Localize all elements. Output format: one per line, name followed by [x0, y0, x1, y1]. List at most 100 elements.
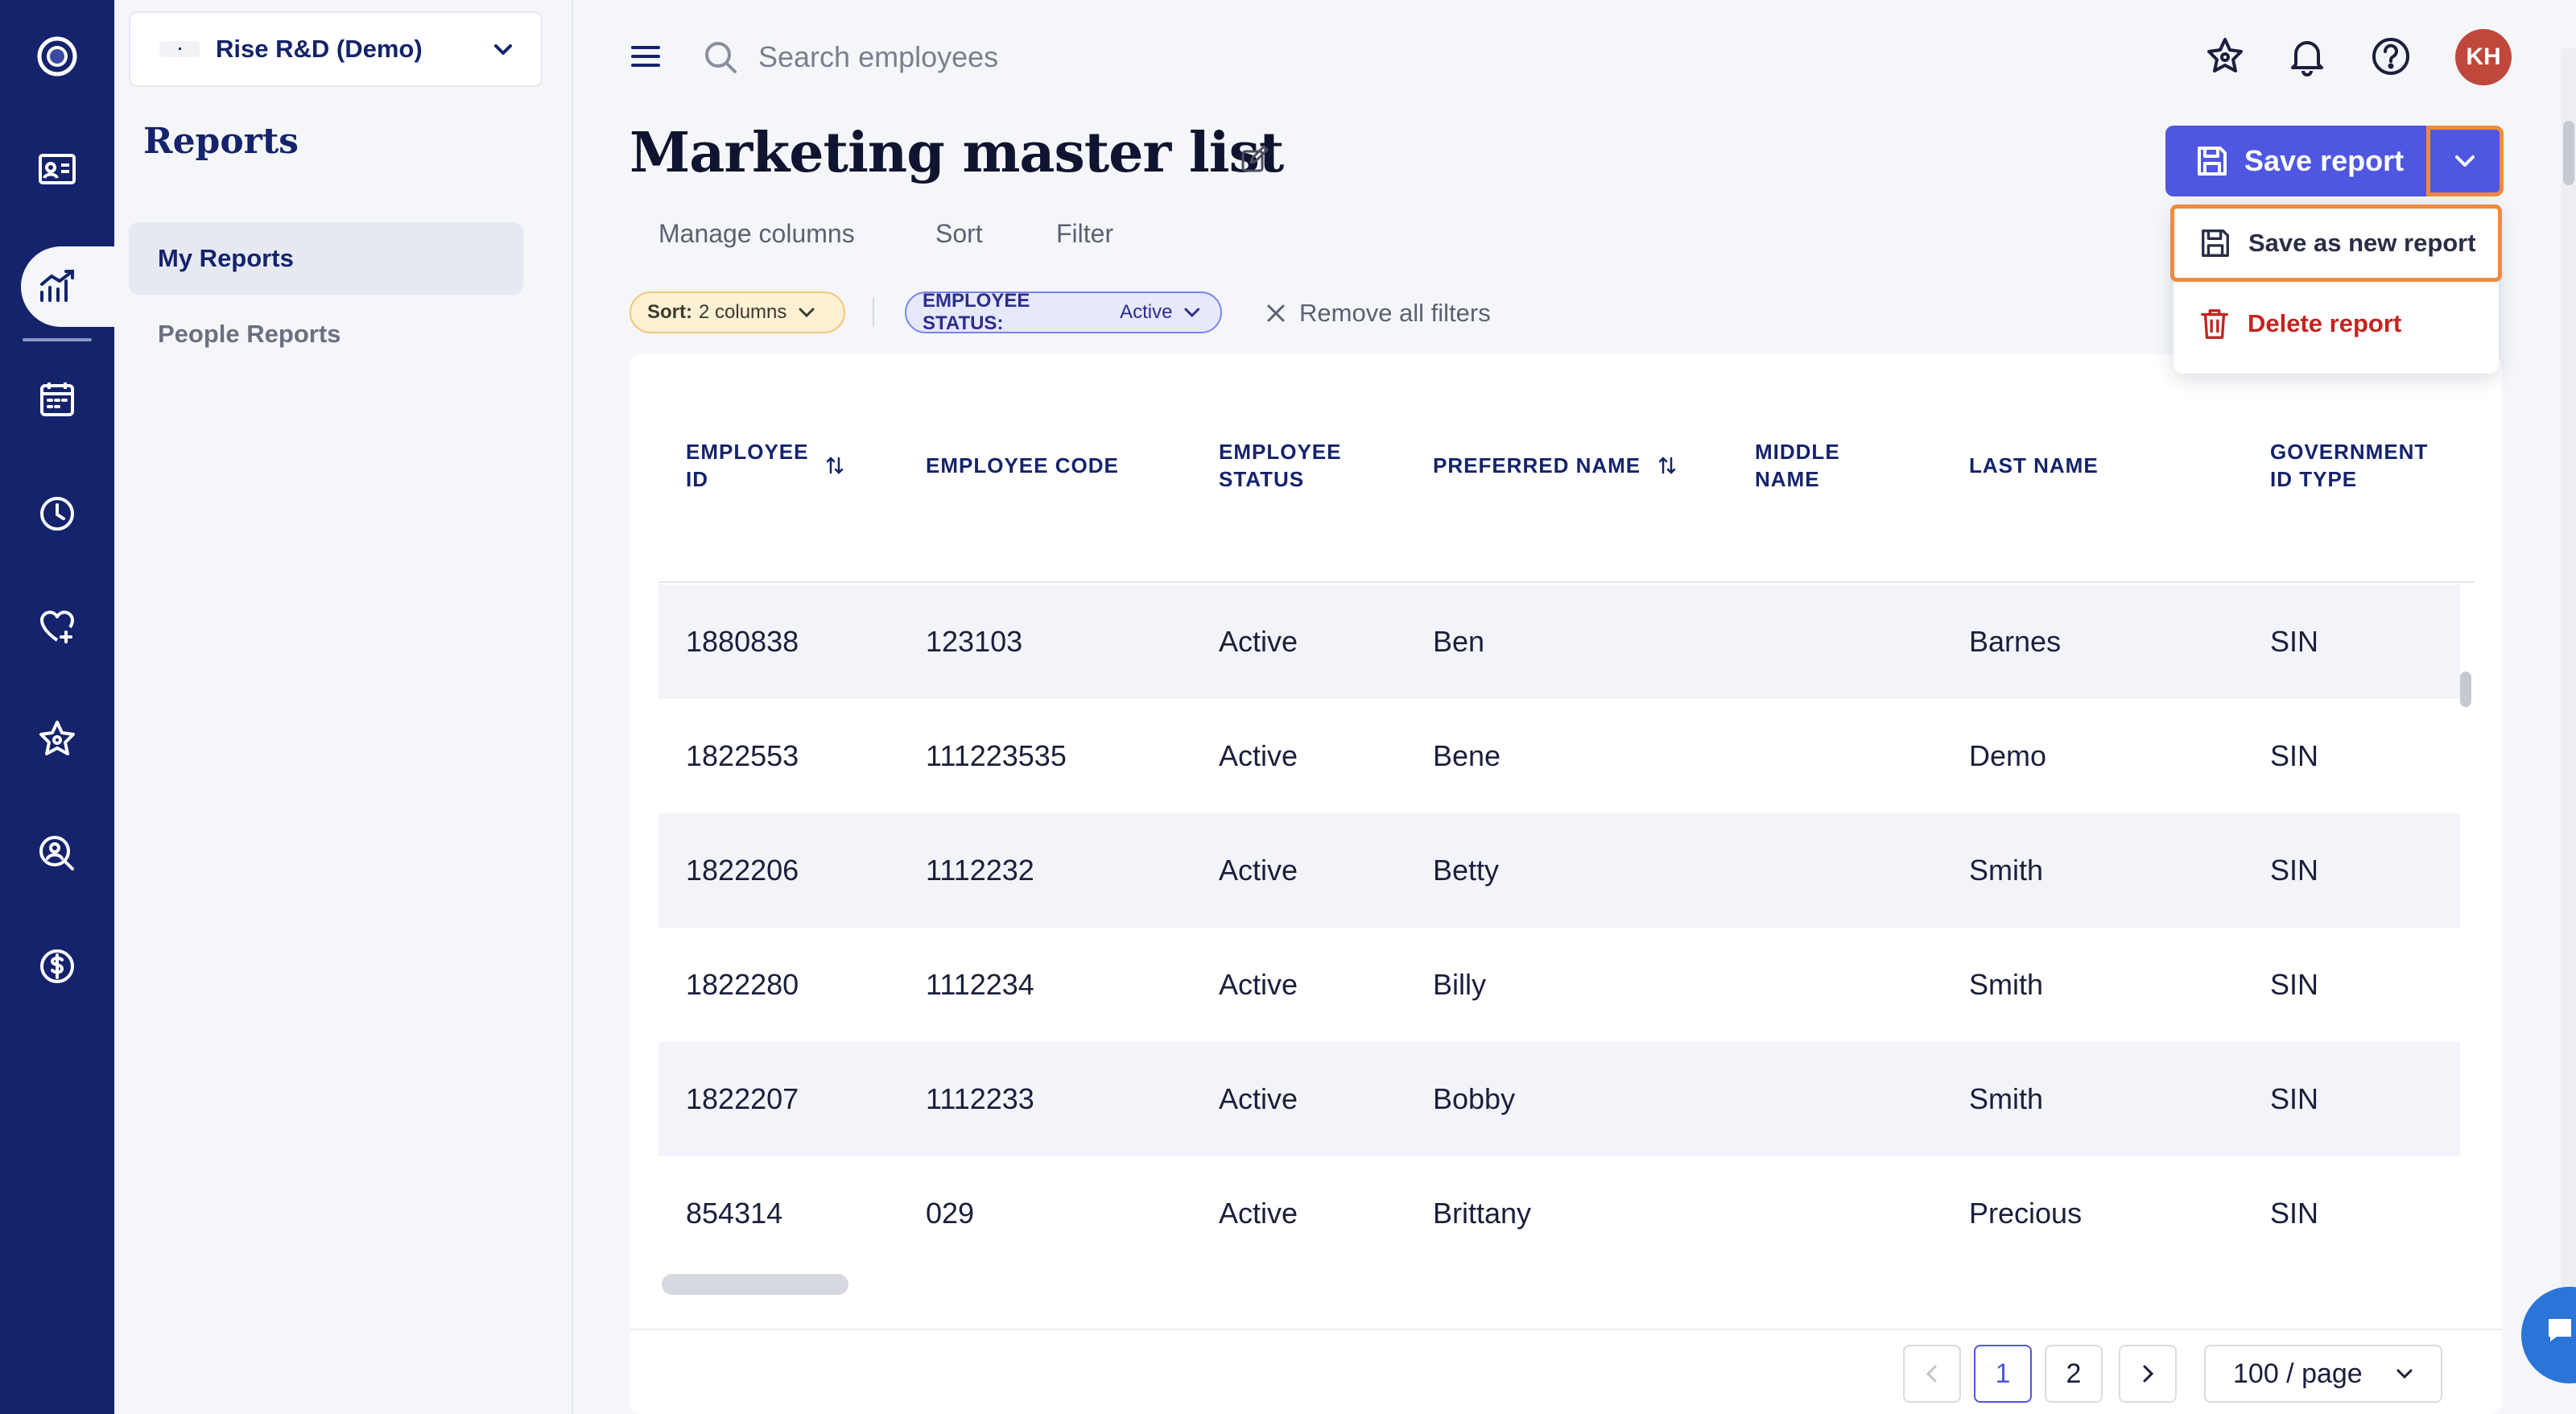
- person-search-icon[interactable]: [0, 813, 114, 894]
- table-row[interactable]: 1880838 123103 Active Ben Barnes SIN: [658, 585, 2460, 699]
- calendar-icon[interactable]: [0, 359, 114, 440]
- remove-all-filters-button[interactable]: Remove all filters: [1264, 293, 1491, 333]
- clock-icon[interactable]: [0, 473, 114, 554]
- save-options-toggle[interactable]: [2426, 126, 2504, 196]
- cell-employee-code: 1112232: [926, 854, 1034, 887]
- sort-chip[interactable]: Sort: 2 columns: [630, 291, 845, 333]
- cell-government-id-type: SIN: [2270, 625, 2319, 658]
- tab-manage-columns[interactable]: Manage columns: [658, 219, 855, 248]
- horizontal-scrollbar[interactable]: [662, 1274, 848, 1295]
- org-selector[interactable]: Rise R&D (Demo): [129, 11, 543, 87]
- cell-last-name: Smith: [1969, 854, 2044, 887]
- table-header: EMPLOYEE ID EMPLOYEE CODE EMPLOYEE STATUS …: [658, 354, 2475, 583]
- user-avatar[interactable]: KH: [2455, 29, 2512, 85]
- cell-employee-status: Active: [1219, 968, 1298, 1001]
- vertical-scrollbar[interactable]: [2460, 672, 2471, 707]
- cell-last-name: Smith: [1969, 968, 2044, 1001]
- cell-employee-id: 854314: [686, 1197, 783, 1230]
- cell-employee-code: 029: [926, 1197, 975, 1230]
- sidebar-item-my-reports[interactable]: My Reports: [129, 222, 523, 295]
- cell-employee-code: 111223535: [926, 739, 1067, 772]
- chevron-left-icon: [1926, 1365, 1937, 1383]
- column-header-text: MIDDLE: [1755, 440, 1840, 464]
- notifications-bell-icon[interactable]: [2283, 32, 2331, 81]
- chip-divider: [873, 298, 874, 327]
- column-header-middle-name[interactable]: MIDDLE NAME: [1755, 438, 1840, 493]
- save-as-new-report-item[interactable]: Save as new report: [2170, 205, 2502, 282]
- save-report-button[interactable]: Save report: [2165, 126, 2426, 196]
- cell-employee-status: Active: [1219, 625, 1298, 658]
- cell-employee-status: Active: [1219, 739, 1298, 772]
- cell-employee-id: 1880838: [686, 625, 799, 658]
- table-footer-divider: [630, 1329, 2502, 1330]
- chevron-right-icon: [2143, 1365, 2154, 1383]
- tab-filter[interactable]: Filter: [1056, 219, 1114, 248]
- table-row[interactable]: 1822553 111223535 Active Bene Demo SIN: [658, 699, 2460, 813]
- cell-government-id-type: SIN: [2270, 1082, 2319, 1115]
- column-header-text: STATUS: [1219, 467, 1305, 491]
- sidebar-title: Reports: [143, 121, 299, 162]
- page-scrollbar-thumb[interactable]: [2563, 121, 2574, 185]
- table-row[interactable]: 1822206 1112232 Active Betty Smith SIN: [658, 813, 2460, 928]
- status-chip-value: Active: [1120, 301, 1173, 323]
- cell-employee-status: Active: [1219, 854, 1298, 887]
- save-report-label: Save report: [2244, 144, 2405, 177]
- search-input[interactable]: [758, 32, 1322, 82]
- dollar-icon[interactable]: [0, 926, 114, 1007]
- employee-card-icon[interactable]: [0, 129, 114, 209]
- help-question-icon[interactable]: [2367, 32, 2415, 81]
- app-rail: [0, 0, 114, 1414]
- column-header-text: PREFERRED NAME: [1433, 453, 1641, 478]
- org-name: Rise R&D (Demo): [216, 35, 423, 63]
- chevron-down-icon: [799, 308, 815, 318]
- cell-government-id-type: SIN: [2270, 854, 2319, 887]
- pagination-prev-button[interactable]: [1903, 1345, 1961, 1403]
- delete-report-label: Delete report: [2248, 309, 2402, 337]
- sort-arrows-icon[interactable]: [1657, 455, 1678, 476]
- cell-employee-status: Active: [1219, 1082, 1298, 1115]
- column-header-text: EMPLOYEE: [1219, 440, 1342, 464]
- column-header-preferred-name[interactable]: PREFERRED NAME: [1433, 452, 1678, 479]
- sidebar-item-people-reports[interactable]: People Reports: [158, 320, 341, 348]
- table-row[interactable]: 854314 029 Active Brittany Precious SIN: [658, 1156, 2460, 1271]
- hamburger-menu-icon[interactable]: [628, 39, 663, 74]
- cell-employee-id: 1822553: [686, 739, 799, 772]
- star-icon[interactable]: [0, 699, 114, 779]
- sort-arrows-icon[interactable]: [824, 455, 845, 476]
- favorites-star-icon[interactable]: [2201, 32, 2249, 81]
- cell-preferred-name: Brittany: [1433, 1197, 1532, 1230]
- chat-icon: [2549, 1319, 2571, 1342]
- table-row[interactable]: 1822207 1112233 Active Bobby Smith SIN: [658, 1042, 2460, 1156]
- edit-title-icon[interactable]: [1240, 145, 1269, 174]
- save-as-new-report-label: Save as new report: [2248, 229, 2476, 257]
- column-header-government-id-type[interactable]: GOVERNMENT ID TYPE: [2270, 438, 2428, 493]
- cell-last-name: Barnes: [1969, 625, 2062, 658]
- reports-chart-icon[interactable]: [21, 246, 114, 327]
- column-header-employee-code[interactable]: EMPLOYEE CODE: [926, 453, 1119, 478]
- pagination-page-1[interactable]: 1: [1974, 1345, 2032, 1403]
- column-header-last-name[interactable]: LAST NAME: [1969, 453, 2099, 478]
- delete-report-item[interactable]: Delete report: [2174, 285, 2499, 362]
- column-header-employee-status[interactable]: EMPLOYEE STATUS: [1219, 438, 1341, 493]
- column-header-employee-id[interactable]: EMPLOYEE ID: [686, 438, 845, 493]
- table-row[interactable]: 1822280 1112234 Active Billy Smith SIN: [658, 928, 2460, 1042]
- app-logo-icon[interactable]: [0, 16, 114, 97]
- cell-employee-code: 1112234: [926, 968, 1034, 1001]
- employee-status-filter-chip[interactable]: EMPLOYEE STATUS: Active: [905, 290, 1222, 334]
- page-size-select[interactable]: 100 / page: [2204, 1345, 2442, 1403]
- pagination-page-2[interactable]: 2: [2045, 1345, 2103, 1403]
- column-header-text: NAME: [1755, 467, 1820, 491]
- cell-last-name: Precious: [1969, 1197, 2083, 1230]
- tab-sort[interactable]: Sort: [935, 219, 983, 248]
- cell-employee-code: 123103: [926, 625, 1023, 658]
- heart-plus-icon[interactable]: [0, 586, 114, 667]
- chevron-down-icon: [2396, 1369, 2413, 1379]
- chat-launcher-button[interactable]: [2521, 1287, 2576, 1383]
- pagination-next-button[interactable]: [2119, 1345, 2177, 1403]
- close-icon: [1267, 304, 1285, 322]
- cell-government-id-type: SIN: [2270, 1197, 2319, 1230]
- cell-last-name: Smith: [1969, 1082, 2044, 1115]
- cell-government-id-type: SIN: [2270, 739, 2319, 772]
- save-options-menu: Save as new report Delete report: [2170, 205, 2502, 374]
- sort-chip-value: 2 columns: [699, 301, 787, 323]
